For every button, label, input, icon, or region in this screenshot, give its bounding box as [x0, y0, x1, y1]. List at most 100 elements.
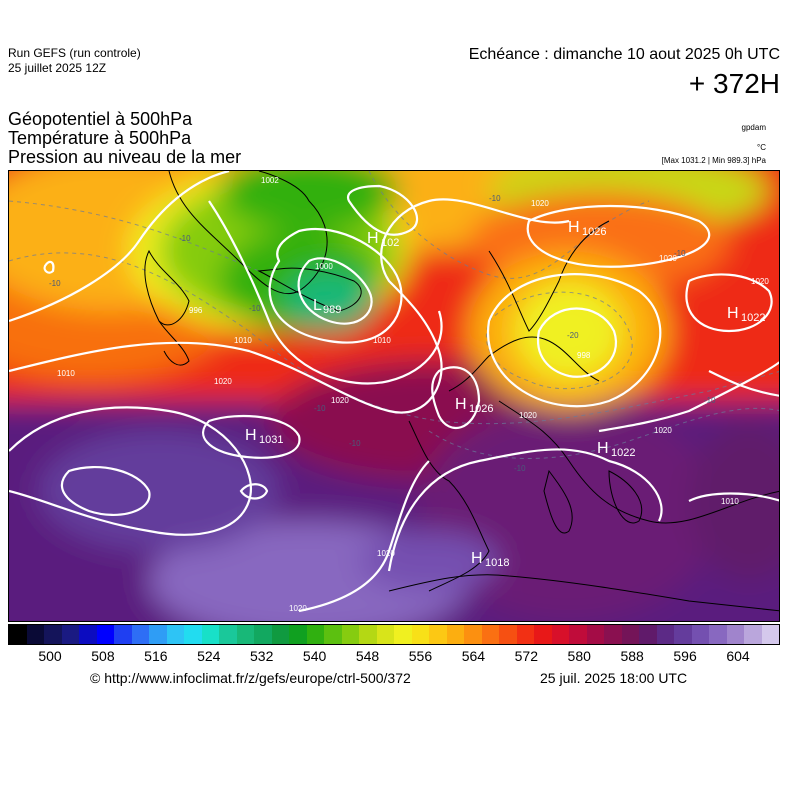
isobar-label: 1020 — [519, 411, 537, 420]
colorbar-swatch — [639, 625, 657, 644]
svg-text:L: L — [313, 297, 322, 314]
svg-text:1026: 1026 — [582, 226, 606, 238]
isobar-label: 1020 — [289, 604, 307, 613]
isobar-label: 1020 — [751, 277, 769, 286]
svg-text:1022: 1022 — [741, 312, 765, 324]
colorbar-tick-label: 572 — [514, 648, 538, 664]
colorbar-swatch — [166, 625, 184, 644]
colorbar-swatch — [499, 625, 517, 644]
isobar-label: 1020 — [531, 199, 549, 208]
center-h-1018-sahara: H 1018 — [471, 550, 509, 569]
svg-text:H: H — [568, 219, 580, 236]
colorbar-swatch — [656, 625, 674, 644]
colorbar-tick-label: 588 — [620, 648, 644, 664]
center-h-1022-east: H 1022 — [727, 305, 765, 324]
svg-text:1018: 1018 — [485, 557, 509, 569]
colorbar-tick-label: 564 — [461, 648, 486, 664]
isotherm-label: -20 — [567, 331, 579, 340]
colorbar-swatch — [551, 625, 569, 644]
isotherm-label: -10 — [704, 396, 716, 405]
colorbar-swatch — [744, 625, 762, 644]
colorbar-swatch — [709, 625, 727, 644]
credit-url[interactable]: © http://www.infoclimat.fr/z/gefs/europe… — [90, 670, 411, 686]
colorbar-swatch — [306, 625, 324, 644]
coastlines — [144, 171, 779, 612]
colorbar-swatch — [61, 625, 79, 644]
colorbar-ticks: 500 508 516 524 532 540 548 556 564 572 580 588 596 6… — [8, 648, 780, 666]
colorbar-swatch — [761, 625, 779, 644]
isobar-label: 996 — [189, 306, 203, 315]
center-l-989-iceland: L 989 — [313, 297, 341, 316]
run-title: Run GEFS (run controle) — [8, 46, 141, 60]
isobar-label: 1010 — [57, 369, 75, 378]
isobar-label: 1020 — [331, 396, 349, 405]
unit-temperature: °C — [757, 143, 766, 152]
isobar-label: 1002 — [261, 176, 279, 185]
svg-text:H: H — [367, 230, 379, 247]
colorbar-tick-label: 548 — [355, 648, 380, 664]
weather-map: H 1026 H 1022 H 1026 H 1022 H 1031 H 1018 H 102… — [8, 170, 780, 622]
svg-text:989: 989 — [323, 304, 341, 316]
colorbar-swatch — [219, 625, 237, 644]
colorbar-tick-label: 580 — [567, 648, 591, 664]
colorbar-swatch — [674, 625, 692, 644]
center-h-1026-france: H 1026 — [455, 396, 493, 415]
isobar-label: 1010 — [234, 336, 252, 345]
isobar-label: 1020 — [377, 549, 395, 558]
colorbar-swatch — [149, 625, 167, 644]
isobar-label: 1020 — [654, 426, 672, 435]
colorbar-swatch — [96, 625, 114, 644]
colorbar-swatch — [411, 625, 429, 644]
colorbar-swatch — [26, 625, 44, 644]
colorbar-swatch — [289, 625, 307, 644]
colorbar-swatch — [376, 625, 394, 644]
svg-text:1026: 1026 — [469, 403, 493, 415]
colorbar-tick-label: 596 — [673, 648, 697, 664]
colorbar-tick-label: 508 — [91, 648, 115, 664]
isobar-label: 1020 — [214, 377, 232, 386]
colorbar-swatch — [271, 625, 289, 644]
pressure-max-min: [Max 1031.2 | Min 989.3] hPa — [661, 156, 766, 165]
isotherm-label: -10 — [674, 249, 686, 258]
svg-text:1022: 1022 — [611, 447, 635, 459]
isotherm-label: -10 — [249, 304, 261, 313]
colorbar-swatch — [114, 625, 132, 644]
isotherm-value-labels: -10 -10 -10 -10 -10 -10 -10 -10 -20 -10 — [49, 194, 716, 473]
isotherm-label: -10 — [179, 234, 191, 243]
colorbar-swatch — [569, 625, 587, 644]
colorbar-swatch — [44, 625, 62, 644]
forecast-horizon: + 372H — [688, 68, 780, 99]
field-geopotential-label: Géopotentiel à 500hPa — [8, 109, 193, 129]
svg-text:H: H — [245, 427, 257, 444]
colorbar-swatch — [394, 625, 412, 644]
svg-text:102: 102 — [381, 237, 399, 249]
geopotential-color-field — [9, 171, 779, 621]
colorbar-tick-label: 516 — [144, 648, 168, 664]
colorbar-swatch — [9, 625, 27, 644]
svg-text:H: H — [727, 305, 739, 322]
colorbar-swatch — [586, 625, 604, 644]
isotherm-label: -10 — [49, 279, 61, 288]
colorbar-swatch — [131, 625, 149, 644]
isotherm-label: -10 — [489, 194, 501, 203]
pressure-center-labels: H 1026 H 1022 H 1026 H 1022 H 1031 H 1018 H 102… — [245, 219, 765, 569]
colorbar-tick-label: 524 — [197, 648, 221, 664]
field-pressure-label: Pression au niveau de la mer — [8, 147, 242, 167]
colorbar-tick-label: 500 — [38, 648, 62, 664]
colorbar-swatch — [236, 625, 254, 644]
colorbar-swatch — [429, 625, 447, 644]
field-temperature-label: Température à 500hPa — [8, 128, 192, 148]
run-date: 25 juillet 2025 12Z — [8, 61, 107, 75]
colorbar-tick-label: 604 — [726, 648, 750, 664]
isotherm-label: -10 — [349, 439, 361, 448]
isobar-label: 1010 — [373, 336, 391, 345]
center-h-1022-balkans: H 1022 — [597, 440, 635, 459]
colorbar-swatch — [184, 625, 202, 644]
isobar-label: 1020 — [659, 254, 677, 263]
colorbar-swatch — [604, 625, 622, 644]
generated-time: 25 juil. 2025 18:00 UTC — [540, 670, 688, 686]
svg-text:H: H — [455, 396, 467, 413]
colorbar-swatch — [516, 625, 534, 644]
colorbar — [8, 624, 780, 645]
forecast-valid-time: Echéance : dimanche 10 aout 2025 0h UTC — [468, 46, 780, 63]
